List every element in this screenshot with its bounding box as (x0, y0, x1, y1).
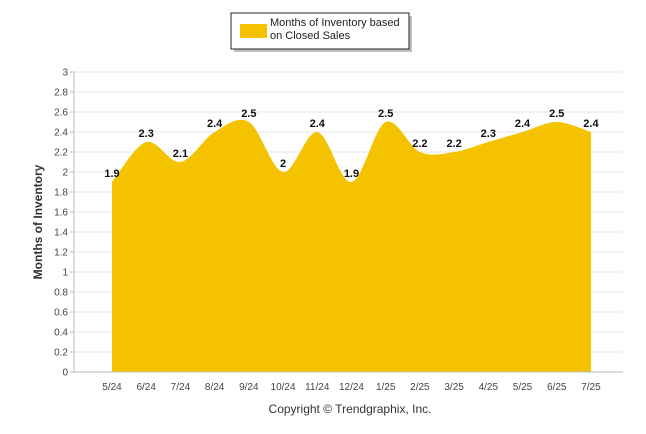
y-tick-label: 2.4 (54, 128, 68, 139)
series-area (112, 119, 591, 372)
y-tick-label: 0 (62, 368, 68, 379)
x-tick-label: 7/25 (581, 382, 601, 393)
data-labels: 1.9 2.3 2.1 2.4 2.5 2 2.4 1.9 2.5 2.2 2.2 2.3 2.4 2.5… (104, 108, 599, 180)
data-label: 2.4 (207, 118, 223, 130)
data-label: 2.3 (481, 128, 496, 140)
x-tick-label: 5/25 (513, 382, 533, 393)
data-label: 2.4 (583, 118, 599, 130)
y-tick-label: 2.2 (54, 148, 68, 159)
y-tick-label: 0.2 (54, 348, 68, 359)
axes (73, 72, 623, 373)
x-tick-label: 6/24 (136, 382, 156, 393)
data-label: 2.1 (173, 148, 188, 160)
data-label: 1.9 (104, 168, 119, 180)
x-tick-label: 7/24 (171, 382, 191, 393)
y-tick-label: 1.8 (54, 188, 68, 199)
data-label: 2.5 (378, 108, 393, 120)
x-tick-label: 9/24 (239, 382, 259, 393)
y-tick-label: 1.2 (54, 248, 68, 259)
y-tick-label: 1 (62, 268, 68, 279)
x-tick-label: 11/24 (305, 382, 330, 393)
legend: Months of Inventory based on Closed Sale… (230, 12, 412, 52)
data-label: 2.5 (241, 108, 256, 120)
series-area-fill (112, 119, 591, 372)
data-label: 2.4 (310, 118, 326, 130)
y-tick-label: 3 (62, 68, 68, 79)
x-tick-label: 5/24 (102, 382, 122, 393)
x-tick-label: 8/24 (205, 382, 225, 393)
y-tick-label: 0.4 (54, 328, 68, 339)
x-tick-labels: 5/24 6/24 7/24 8/24 9/24 10/24 11/24 12/24 1/25 2… (102, 382, 601, 393)
data-label: 2.2 (446, 138, 461, 150)
data-label: 2.5 (549, 108, 564, 120)
y-tick-label: 1.6 (54, 208, 68, 219)
x-tick-label: 3/25 (444, 382, 464, 393)
y-tick-label: 2.8 (54, 88, 68, 99)
data-label: 1.9 (344, 168, 359, 180)
copyright-text: Copyright © Trendgraphix, Inc. (269, 402, 432, 416)
x-tick-label: 6/25 (547, 382, 567, 393)
legend-label-line2: on Closed Sales (270, 30, 351, 42)
x-tick-label: 4/25 (479, 382, 499, 393)
data-label: 2.2 (412, 138, 427, 150)
legend-swatch (240, 24, 267, 38)
y-tick-labels: 0 0.2 0.4 0.6 0.8 1 1.2 1.4 1.6 1.8 2 2.2 2.4 2.6 2.8 3 (54, 68, 68, 379)
data-label: 2.4 (515, 118, 531, 130)
x-tick-label: 12/24 (339, 382, 364, 393)
y-tick-label: 0.6 (54, 308, 68, 319)
x-tick-label: 2/25 (410, 382, 430, 393)
y-tick-label: 1.4 (54, 228, 68, 239)
data-label: 2 (280, 158, 286, 170)
y-tick-label: 2.6 (54, 108, 68, 119)
y-axis-title: Months of Inventory (31, 164, 45, 279)
legend-label-line1: Months of Inventory based (270, 17, 400, 29)
data-label: 2.3 (139, 128, 154, 140)
x-tick-label: 1/25 (376, 382, 396, 393)
y-tick-label: 0.8 (54, 288, 68, 299)
y-tick-label: 2 (62, 168, 68, 179)
x-tick-label: 10/24 (271, 382, 296, 393)
